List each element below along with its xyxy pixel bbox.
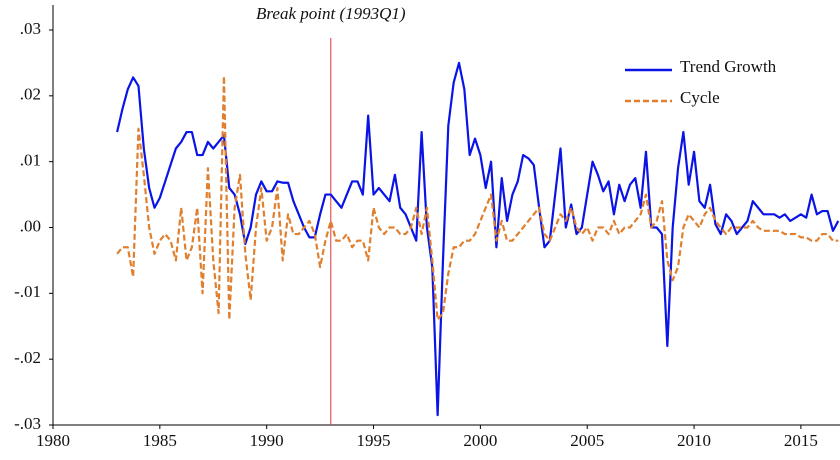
y-tick-label: -.02 (14, 348, 41, 367)
y-tick-label: -.01 (14, 282, 41, 301)
x-tick-label: 1995 (357, 431, 391, 450)
y-tick-label: .03 (20, 19, 41, 38)
x-tick-label: 1980 (36, 431, 70, 450)
legend-label: Cycle (680, 88, 720, 107)
y-tick-label: .01 (20, 151, 41, 170)
legend-label: Trend Growth (680, 57, 777, 76)
x-tick-label: 2000 (463, 431, 497, 450)
y-tick-label: .02 (20, 85, 41, 104)
x-tick-label: 2010 (677, 431, 711, 450)
x-tick-label: 2005 (570, 431, 604, 450)
y-tick-label: -.03 (14, 414, 41, 433)
annotation: Break point (1993Q1) (256, 4, 406, 23)
x-tick-label: 2015 (784, 431, 818, 450)
x-tick-label: 1990 (250, 431, 284, 450)
y-tick-label: .00 (20, 216, 41, 235)
x-tick-label: 1985 (143, 431, 177, 450)
series-line (116, 74, 839, 321)
series-line (116, 61, 840, 417)
